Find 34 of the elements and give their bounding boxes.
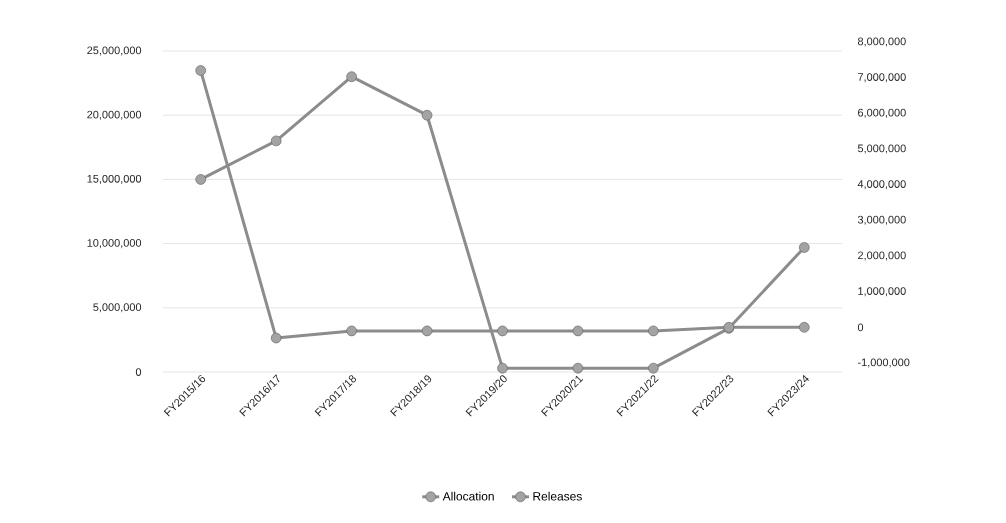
point [648,362,659,374]
legend-label: Releases [533,491,582,501]
point [346,71,357,82]
y2-tick-label: 3,000,000 [857,215,906,225]
point [270,135,282,147]
y2-tick-label: -1,000,000 [857,358,910,368]
point [572,362,584,374]
y-tick-label: 10,000,000 [87,239,142,249]
point [421,325,433,337]
point [195,174,206,185]
y-tick-label: 25,000,000 [87,46,142,56]
point [346,325,357,337]
point [648,325,659,337]
y2-tick-label: 1,000,000 [858,287,906,297]
point [799,322,810,333]
y2-tick-label: 5,000,000 [857,144,906,154]
point [799,242,810,253]
point [572,325,584,337]
point [497,325,508,337]
point [270,332,282,344]
y2-tick-label: 2,000,000 [858,251,906,261]
y2-tick-label: 8,000,000 [857,37,906,47]
y-tick-label: 5,000,000 [93,303,142,313]
y-tick-label: 20,000,000 [87,110,142,120]
y2-tick-label: 6,000,000 [858,108,906,118]
y2-tick-label: 7,000,000 [858,73,906,83]
legend-label: Allocation [442,491,494,501]
point [195,65,207,76]
y2-tick-label: 0 [857,323,864,332]
point [421,109,433,121]
y-tick-label: 0 [135,368,142,376]
y2-tick-label: 4,000,000 [857,180,906,190]
point [497,362,508,374]
y-tick-label: 15,000,000 [87,174,142,184]
